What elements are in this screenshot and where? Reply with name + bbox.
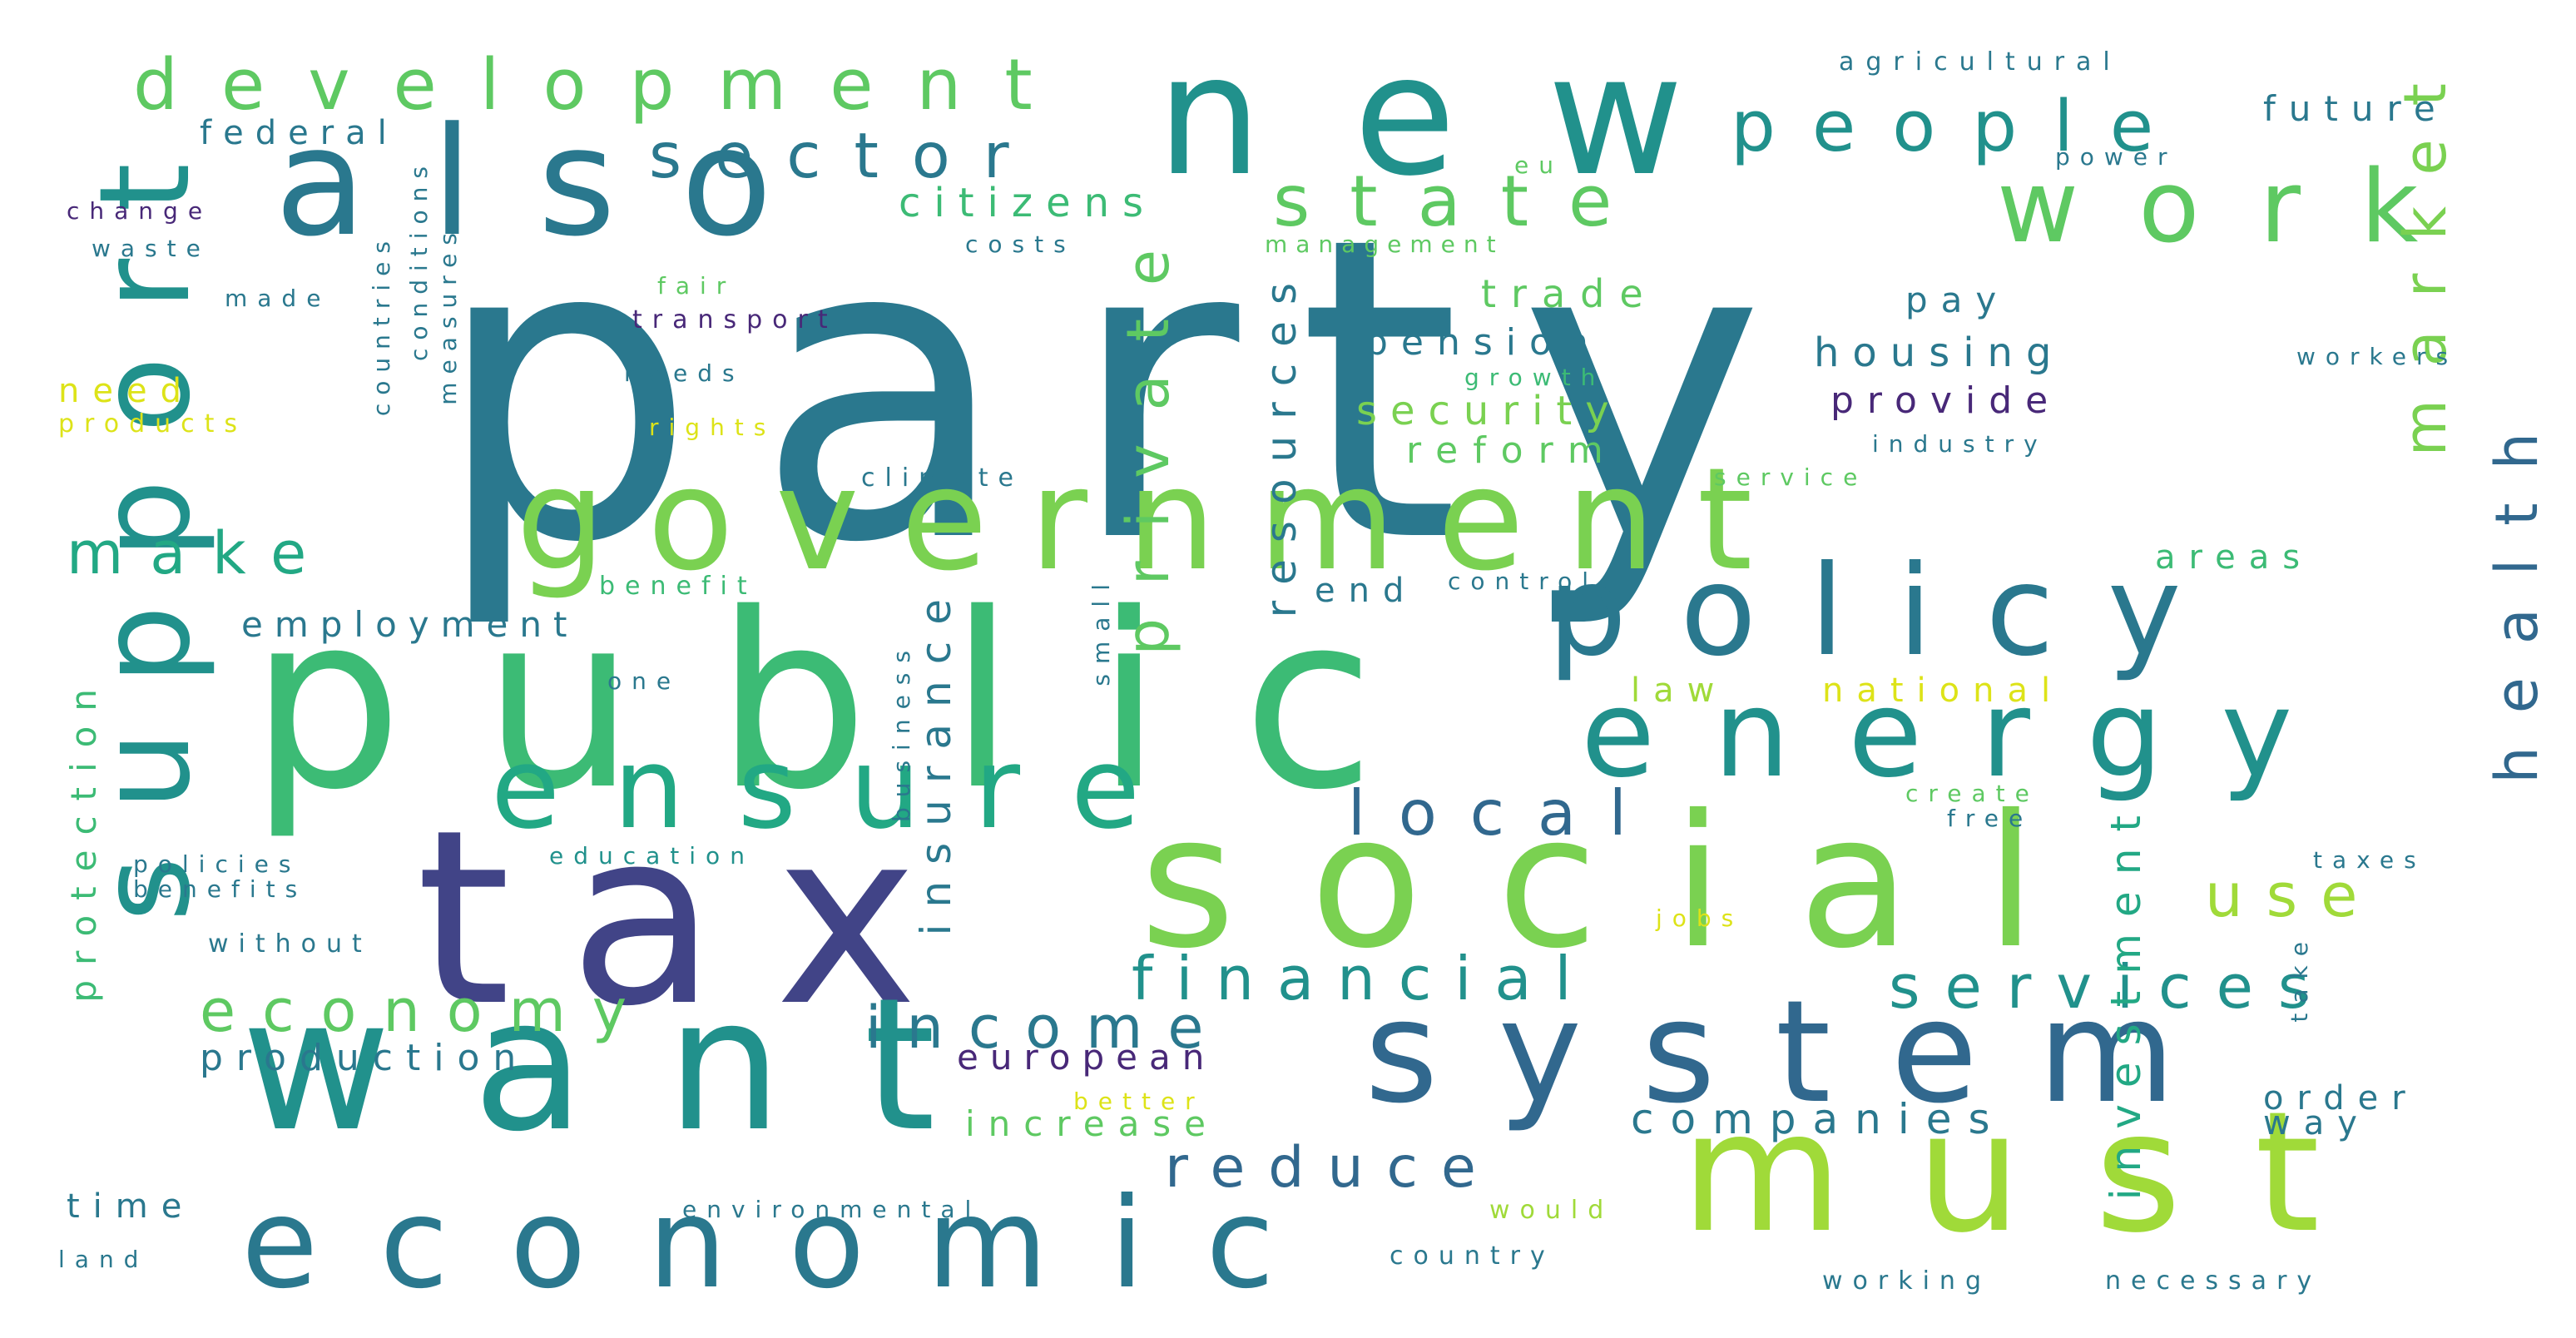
word-benefits: benefits — [133, 875, 308, 903]
word-law: law — [1631, 671, 1728, 710]
word-pay: pay — [1905, 280, 2010, 320]
word-sector: sector — [649, 119, 1043, 192]
word-economic: economic — [241, 1172, 1336, 1316]
word-make: make — [67, 519, 334, 587]
word-economy: economy — [200, 977, 654, 1045]
word-public: public — [250, 562, 1455, 843]
word-protection: protection — [63, 674, 104, 1003]
word-ensure: ensure — [491, 723, 1194, 854]
word-free: free — [1947, 805, 2034, 832]
word-measures: measures — [434, 225, 462, 405]
word-national: national — [1822, 671, 2064, 710]
word-state: state — [1273, 161, 1652, 243]
word-small: small — [1087, 574, 1115, 686]
word-future: future — [2263, 88, 2449, 129]
word-one: one — [607, 667, 681, 695]
word-country: country — [1390, 1241, 1555, 1271]
word-financial: financial — [1132, 944, 1595, 1013]
word-taxes: taxes — [2313, 846, 2426, 874]
word-order: order — [2263, 1079, 2419, 1117]
word-made: made — [225, 285, 331, 312]
word-environmental: environmental — [682, 1196, 982, 1223]
word-resources: resources — [1257, 266, 1305, 618]
word-insurance: insurance — [912, 582, 960, 936]
word-system: system — [1365, 970, 2236, 1135]
word-investment: investment — [2102, 799, 2150, 1201]
word-want: want — [241, 959, 1018, 1172]
word-companies: companies — [1631, 1095, 2007, 1143]
word-party: party — [433, 149, 1824, 633]
word-countries: countries — [368, 233, 395, 417]
word-costs: costs — [965, 230, 1076, 258]
word-land: land — [58, 1246, 149, 1273]
word-change: change — [67, 197, 213, 225]
word-tax: tax — [416, 779, 977, 1059]
word-waste: waste — [92, 235, 211, 262]
word-must: must — [1681, 1076, 2394, 1270]
word-eu: eu — [1514, 151, 1563, 179]
word-way: way — [2263, 1104, 2370, 1142]
word-policy: policy — [1548, 539, 2235, 684]
word-areas: areas — [2155, 538, 2314, 577]
word-better: better — [1073, 1088, 1205, 1115]
word-european: european — [957, 1037, 1216, 1078]
word-increase: increase — [965, 1103, 1220, 1144]
word-control: control — [1448, 567, 1599, 595]
word-create: create — [1905, 780, 2039, 807]
word-income: income — [865, 994, 1229, 1062]
word-health: health — [2483, 399, 2551, 784]
word-housing: housing — [1814, 330, 2065, 376]
word-take: take — [2286, 932, 2313, 1023]
word-would: would — [1489, 1196, 1614, 1225]
word-climate: climate — [861, 463, 1023, 493]
word-need: need — [58, 372, 195, 410]
word-without: without — [208, 929, 372, 959]
word-trade: trade — [1481, 271, 1658, 316]
word-jobs: jobs — [1656, 904, 1744, 932]
word-power: power — [2055, 143, 2177, 171]
word-business: business — [888, 641, 915, 823]
word-production: production — [200, 1037, 530, 1079]
word-provide: provide — [1830, 379, 2062, 422]
word-necessary: necessary — [2105, 1266, 2322, 1296]
word-fair: fair — [657, 272, 736, 300]
word-energy: energy — [1581, 664, 2351, 805]
word-needs: needs — [624, 359, 745, 387]
word-government: government — [516, 438, 1795, 602]
word-rights: rights — [649, 414, 776, 441]
word-reduce: reduce — [1165, 1135, 1499, 1201]
word-citizens: citizens — [899, 180, 1157, 226]
word-end: end — [1315, 572, 1418, 610]
word-service: service — [1714, 463, 1868, 491]
word-security: security — [1356, 388, 1622, 434]
word-working: working — [1822, 1266, 1991, 1296]
word-transport: transport — [632, 305, 838, 334]
word-federal: federal — [200, 114, 399, 152]
word-local: local — [1348, 776, 1660, 850]
word-pension: pension — [1365, 321, 1602, 364]
word-products: products — [58, 409, 248, 439]
word-services: services — [1889, 952, 2335, 1022]
word-management: management — [1265, 230, 1504, 258]
word-also: also — [275, 96, 838, 270]
word-people: people — [1731, 86, 2191, 168]
word-new: new — [1157, 19, 1776, 213]
word-benefit: benefit — [599, 572, 757, 601]
word-private: private — [1114, 216, 1182, 656]
word-social: social — [1140, 776, 2112, 989]
word-education: education — [549, 842, 755, 870]
word-reform: reform — [1406, 429, 1618, 472]
word-work: work — [1997, 150, 2479, 265]
word-policies: policies — [133, 850, 301, 878]
word-growth: growth — [1464, 364, 1606, 391]
word-use: use — [2205, 860, 2381, 930]
word-development: development — [133, 44, 1076, 126]
word-time: time — [67, 1187, 196, 1226]
word-conditions: conditions — [405, 158, 433, 362]
word-agricultural: agricultural — [1839, 47, 2122, 77]
word-workers: workers — [2296, 343, 2459, 370]
word-industry: industry — [1872, 430, 2048, 458]
word-employment: employment — [241, 604, 579, 645]
